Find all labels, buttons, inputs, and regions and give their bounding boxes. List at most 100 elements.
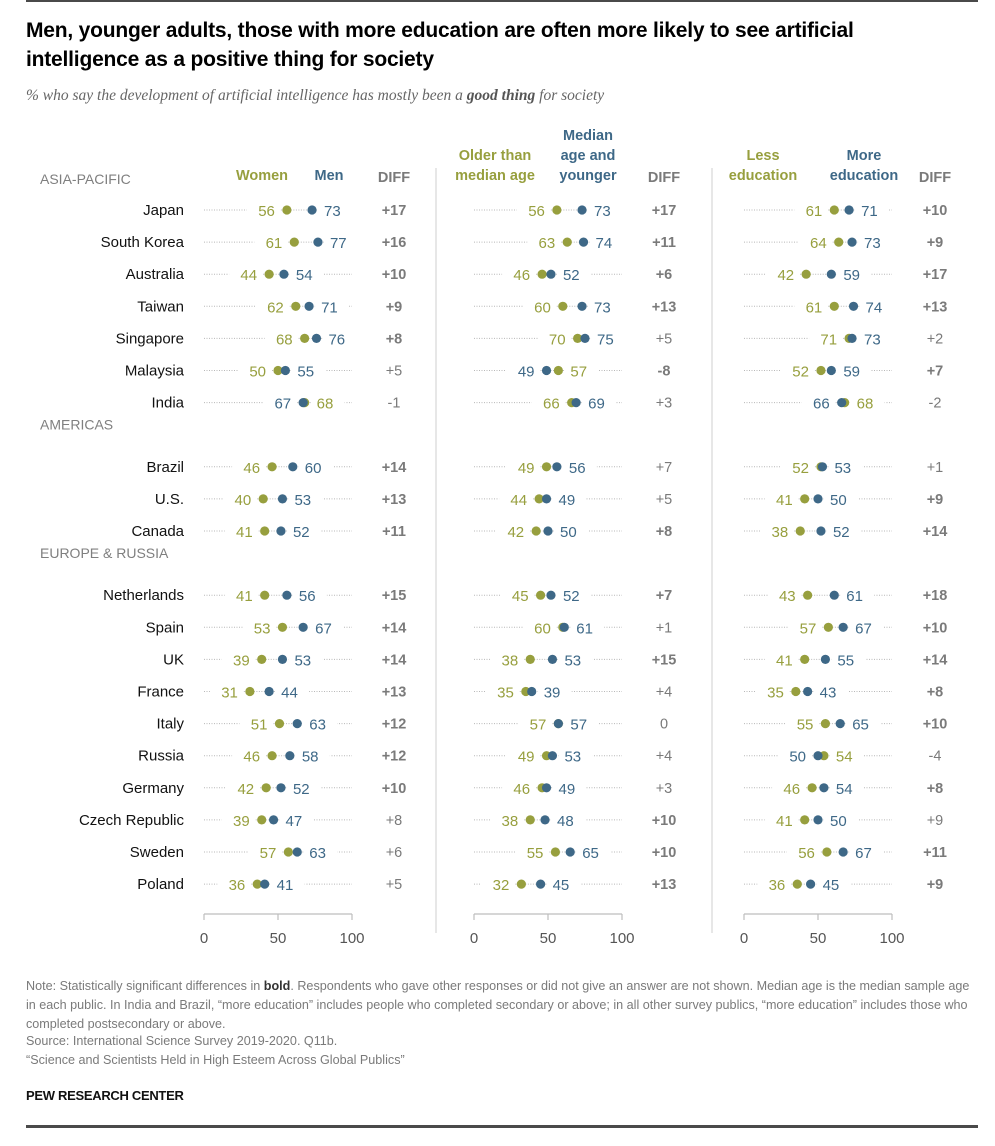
diff-value: +8 xyxy=(927,781,944,797)
diff-value: +7 xyxy=(656,460,673,476)
dot-green xyxy=(820,719,831,729)
value-label-green: 38 xyxy=(772,524,789,541)
dot-green xyxy=(282,205,292,215)
chart-subtitle: % who say the development of artificial … xyxy=(26,87,604,105)
chart-title: Men, younger adults, those with more edu… xyxy=(26,19,854,71)
panel-header-blue-label: Median xyxy=(563,128,613,144)
value-label-blue: 69 xyxy=(588,396,605,413)
panel-header-green-label: median age xyxy=(455,168,535,184)
label-mask xyxy=(786,843,884,861)
diff-value: -4 xyxy=(929,749,942,765)
dot-blue xyxy=(837,398,847,408)
value-label-green: 52 xyxy=(792,364,809,381)
dot-blue xyxy=(565,847,575,857)
dot-green xyxy=(525,815,535,825)
dot-blue xyxy=(577,301,587,311)
diff-value: +3 xyxy=(656,781,673,797)
dot-green xyxy=(274,719,285,729)
value-label-green: 52 xyxy=(792,460,809,477)
diff-value: +5 xyxy=(656,492,673,508)
label-mask xyxy=(755,682,848,701)
dot-green xyxy=(829,301,839,311)
value-label-green: 39 xyxy=(233,652,250,669)
dot-green xyxy=(252,879,262,889)
dot-blue xyxy=(838,622,848,632)
value-label-green: 56 xyxy=(258,203,275,220)
x-tick-label: 100 xyxy=(339,930,364,947)
value-label-blue: 50 xyxy=(830,813,847,830)
dot-blue xyxy=(543,526,553,536)
value-label-green: 68 xyxy=(276,331,293,348)
value-label-blue: 50 xyxy=(560,524,577,541)
dot-blue xyxy=(826,269,836,279)
diff-value: +10 xyxy=(382,781,407,797)
x-tick-label: 100 xyxy=(609,930,634,947)
dot-green xyxy=(245,686,255,697)
country-label: Singapore xyxy=(116,330,184,347)
country-label: India xyxy=(151,395,184,412)
panel-header-green-label: Less xyxy=(746,148,779,164)
dot-blue xyxy=(298,398,308,408)
dot-green xyxy=(834,237,844,247)
dot-green xyxy=(800,815,810,825)
label-mask xyxy=(224,586,327,605)
diff-value: +17 xyxy=(382,203,407,219)
value-label-blue: 47 xyxy=(286,813,303,830)
dot-green xyxy=(300,333,310,343)
value-label-blue: 49 xyxy=(559,492,576,509)
value-label-blue: 52 xyxy=(563,267,580,284)
diff-value: +9 xyxy=(386,299,403,315)
diff-value: +8 xyxy=(386,813,403,829)
dot-blue xyxy=(527,686,537,697)
dot-green xyxy=(550,847,561,857)
dot-blue xyxy=(838,847,848,857)
value-label-green: 53 xyxy=(254,620,271,637)
value-label-blue: 48 xyxy=(557,813,574,830)
value-label-green: 41 xyxy=(776,652,793,669)
value-label-blue: 53 xyxy=(294,492,311,509)
country-label: Poland xyxy=(137,876,184,893)
value-label-green: 71 xyxy=(820,331,837,348)
diff-value: +10 xyxy=(382,267,407,283)
value-label-green: 42 xyxy=(507,524,524,541)
dot-blue xyxy=(820,654,831,665)
value-label-green: 60 xyxy=(534,299,551,316)
dot-blue xyxy=(547,751,558,761)
dot-blue xyxy=(826,365,836,376)
value-label-green: 61 xyxy=(806,203,823,220)
value-label-green: 46 xyxy=(783,781,800,798)
value-label-blue: 56 xyxy=(299,588,316,605)
dot-green xyxy=(291,301,301,311)
value-label-blue: 67 xyxy=(855,620,872,637)
diff-value: +7 xyxy=(656,588,673,604)
diff-value: +5 xyxy=(386,877,403,893)
dot-green xyxy=(534,494,544,504)
diff-value: -1 xyxy=(388,396,401,412)
diff-value: +11 xyxy=(652,235,676,251)
country-label: Germany xyxy=(122,780,184,797)
country-label: UK xyxy=(163,651,184,668)
dot-green xyxy=(258,494,268,504)
value-label-blue: 65 xyxy=(852,717,869,734)
region-label: AMERICAS xyxy=(40,417,113,433)
country-label: Italy xyxy=(156,716,184,733)
dot-blue xyxy=(536,879,546,889)
value-label-green: 61 xyxy=(266,235,283,252)
source-line: Source: International Science Survey 201… xyxy=(26,1034,338,1048)
country-label: U.S. xyxy=(155,491,184,508)
label-mask xyxy=(242,618,344,637)
subtitle-text: % who say the development of artificial … xyxy=(26,87,467,104)
dot-blue xyxy=(559,622,569,632)
panel-header-blue-label: More xyxy=(847,148,882,164)
value-label-green: 41 xyxy=(776,813,793,830)
diff-value: +14 xyxy=(923,652,948,668)
dot-blue xyxy=(292,719,302,729)
dot-blue xyxy=(819,783,829,793)
country-label: Japan xyxy=(143,202,184,219)
country-label: Czech Republic xyxy=(79,812,185,829)
value-label-blue: 52 xyxy=(563,588,580,605)
dot-blue xyxy=(844,205,854,215)
value-label-green: 68 xyxy=(317,396,334,413)
dot-green xyxy=(558,301,568,311)
top-rule xyxy=(26,0,978,2)
